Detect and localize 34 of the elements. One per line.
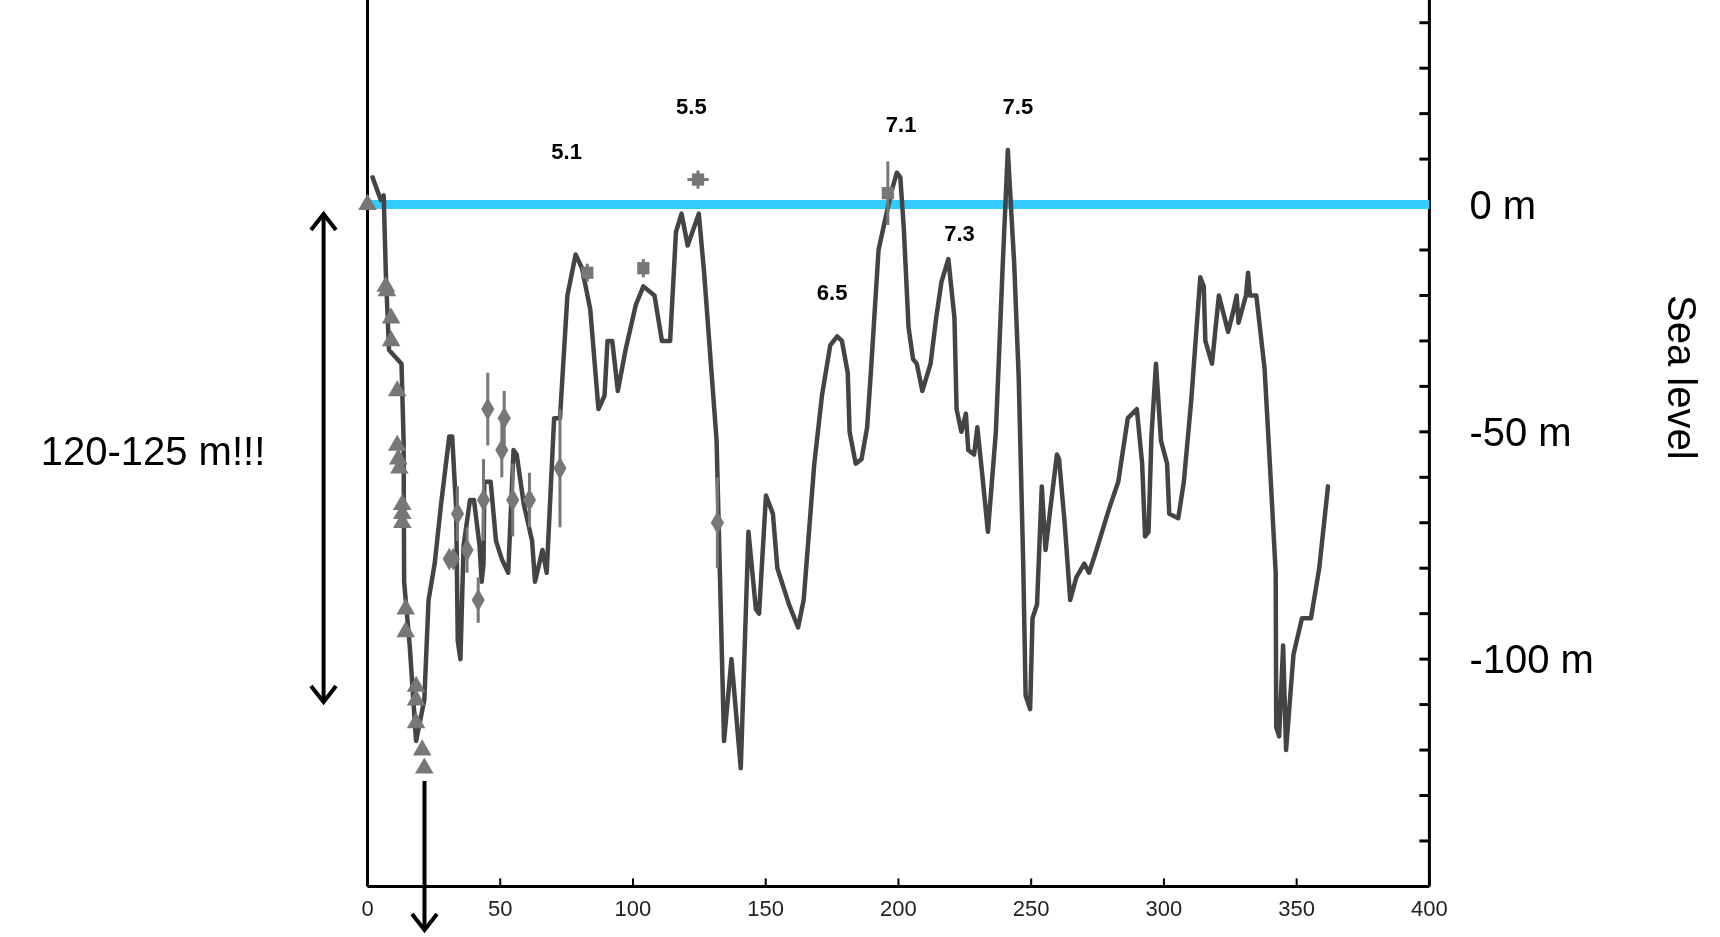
annotation: 7.1 (885, 111, 917, 137)
x-tick-label: 300 (1145, 896, 1183, 922)
point (406, 675, 426, 692)
x-tick-label: 350 (1278, 896, 1316, 922)
y-tick-label: 0 m (1469, 182, 1537, 227)
point (637, 262, 650, 275)
annotation: 6.5 (816, 280, 848, 306)
x-tick-label: 50 (488, 896, 513, 922)
annotation: 5.5 (676, 93, 707, 119)
point (387, 434, 407, 451)
point (387, 380, 407, 397)
x-tick-label: 250 (1012, 896, 1050, 922)
x-tick-label: 100 (614, 896, 652, 922)
x-tick-label: 0 (361, 896, 374, 922)
point (406, 689, 426, 706)
y-tick-label: -50 m (1469, 409, 1572, 454)
point (396, 598, 416, 615)
x-tick-label: 200 (880, 896, 917, 922)
annotation: 7.3 (944, 220, 975, 246)
point (406, 712, 426, 729)
point (396, 621, 416, 638)
x-tick-label: 150 (747, 896, 785, 922)
y-tick-label: -100 m (1469, 637, 1594, 682)
annotation: 7.5 (1002, 93, 1034, 119)
point (691, 173, 705, 186)
point (412, 739, 432, 756)
x-tick-label: 400 (1411, 896, 1448, 922)
annotation: 5.1 (551, 139, 582, 165)
y-axis-title: Sea level (1660, 295, 1704, 460)
point (415, 757, 434, 774)
text: 120-125 m!!! (40, 429, 266, 473)
point (881, 187, 894, 200)
point (581, 266, 594, 279)
point (381, 330, 401, 347)
